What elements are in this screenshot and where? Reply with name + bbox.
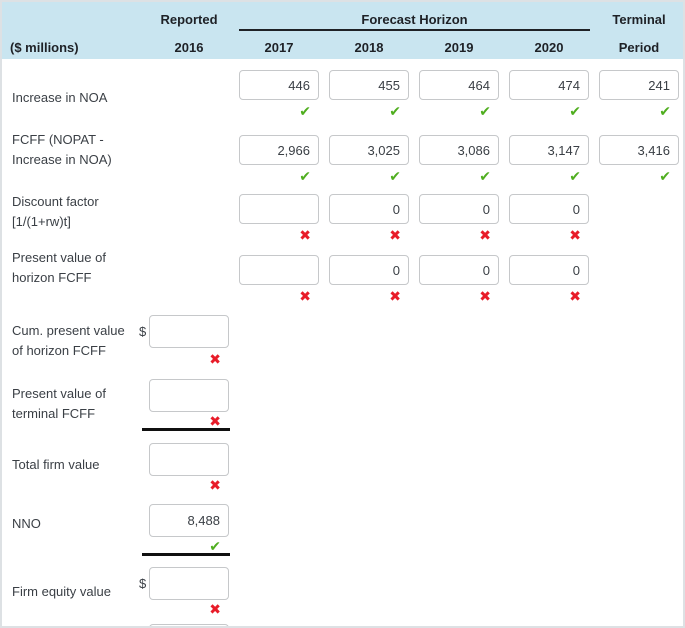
total-firm-value-input[interactable] [149,443,229,476]
fcff-2017-input[interactable] [239,135,319,165]
x-icon: ✖ [569,288,581,304]
year-2020: 2020 [534,40,564,55]
pv-horizon-label-line1: Present value of [12,250,106,265]
x-icon: ✖ [299,227,311,243]
firm-equity-value-input[interactable] [149,567,229,600]
discount-factor-2019-input[interactable] [419,194,499,224]
check-icon: ✔ [659,168,671,184]
fcff-2018-input[interactable] [329,135,409,165]
x-icon: ✖ [209,351,221,367]
check-icon: ✔ [569,168,581,184]
x-icon: ✖ [479,227,491,243]
forecast-horizon-underline [239,29,590,31]
nno-label: NNO [12,516,41,531]
subtotal-rule [142,553,230,556]
check-icon: ✔ [299,168,311,184]
clipped-bottom-input[interactable] [149,624,229,626]
pv-terminal-input[interactable] [149,379,229,412]
fcff-terminal-input[interactable] [599,135,679,165]
pv-terminal-label-line2: terminal FCFF [12,406,96,421]
nno-input[interactable] [149,504,229,537]
terminal-period-label: Period [618,40,660,55]
millions-label: ($ millions) [10,40,79,55]
discount-factor-2020-input[interactable] [509,194,589,224]
year-2017: 2017 [264,40,294,55]
increase-noa-2018-input[interactable] [329,70,409,100]
pv-horizon-2020-input[interactable] [509,255,589,285]
pv-horizon-2018-input[interactable] [329,255,409,285]
check-icon: ✔ [569,103,581,119]
x-icon: ✖ [389,227,401,243]
dollar-sign: $ [139,576,147,591]
x-icon: ✖ [569,227,581,243]
increase-noa-2019-input[interactable] [419,70,499,100]
cum-pv-label-line1: Cum. present value [12,323,125,338]
pv-horizon-label-line2: horizon FCFF [12,270,92,285]
subtotal-rule [142,428,230,431]
terminal-header: Terminal [612,12,666,27]
x-icon: ✖ [389,288,401,304]
fcff-2020-input[interactable] [509,135,589,165]
total-firm-value-label: Total firm value [12,457,100,472]
firm-equity-value-label: Firm equity value [12,584,111,599]
pv-horizon-2017-input[interactable] [239,255,319,285]
check-icon: ✔ [479,103,491,119]
x-icon: ✖ [209,477,221,493]
discount-factor-label-line2: [1/(1+rw)t] [12,214,71,229]
check-icon: ✔ [479,168,491,184]
x-icon: ✖ [479,288,491,304]
fcff-label-line1: FCFF (NOPAT - [12,132,104,147]
discount-factor-2017-input[interactable] [239,194,319,224]
increase-noa-label: Increase in NOA [12,90,108,105]
check-icon: ✔ [299,103,311,119]
year-2018: 2018 [354,40,384,55]
pv-horizon-2019-input[interactable] [419,255,499,285]
increase-noa-2020-input[interactable] [509,70,589,100]
check-icon: ✔ [209,538,221,554]
check-icon: ✔ [389,168,401,184]
increase-noa-2017-input[interactable] [239,70,319,100]
year-2019: 2019 [444,40,474,55]
discount-factor-label-line1: Discount factor [12,194,99,209]
x-icon: ✖ [299,288,311,304]
increase-noa-terminal-input[interactable] [599,70,679,100]
reported-header: Reported [160,12,218,27]
check-icon: ✔ [659,103,671,119]
year-2016: 2016 [174,40,204,55]
dollar-sign: $ [139,324,147,339]
check-icon: ✔ [389,103,401,119]
forecast-horizon-header: Forecast Horizon [361,12,468,27]
x-icon: ✖ [209,601,221,617]
cum-pv-label-line2: of horizon FCFF [12,343,106,358]
pv-terminal-label-line1: Present value of [12,386,106,401]
discount-factor-2018-input[interactable] [329,194,409,224]
fcff-label-line2: Increase in NOA) [12,152,112,167]
fcff-2019-input[interactable] [419,135,499,165]
x-icon: ✖ [209,413,221,429]
cum-pv-input[interactable] [149,315,229,348]
